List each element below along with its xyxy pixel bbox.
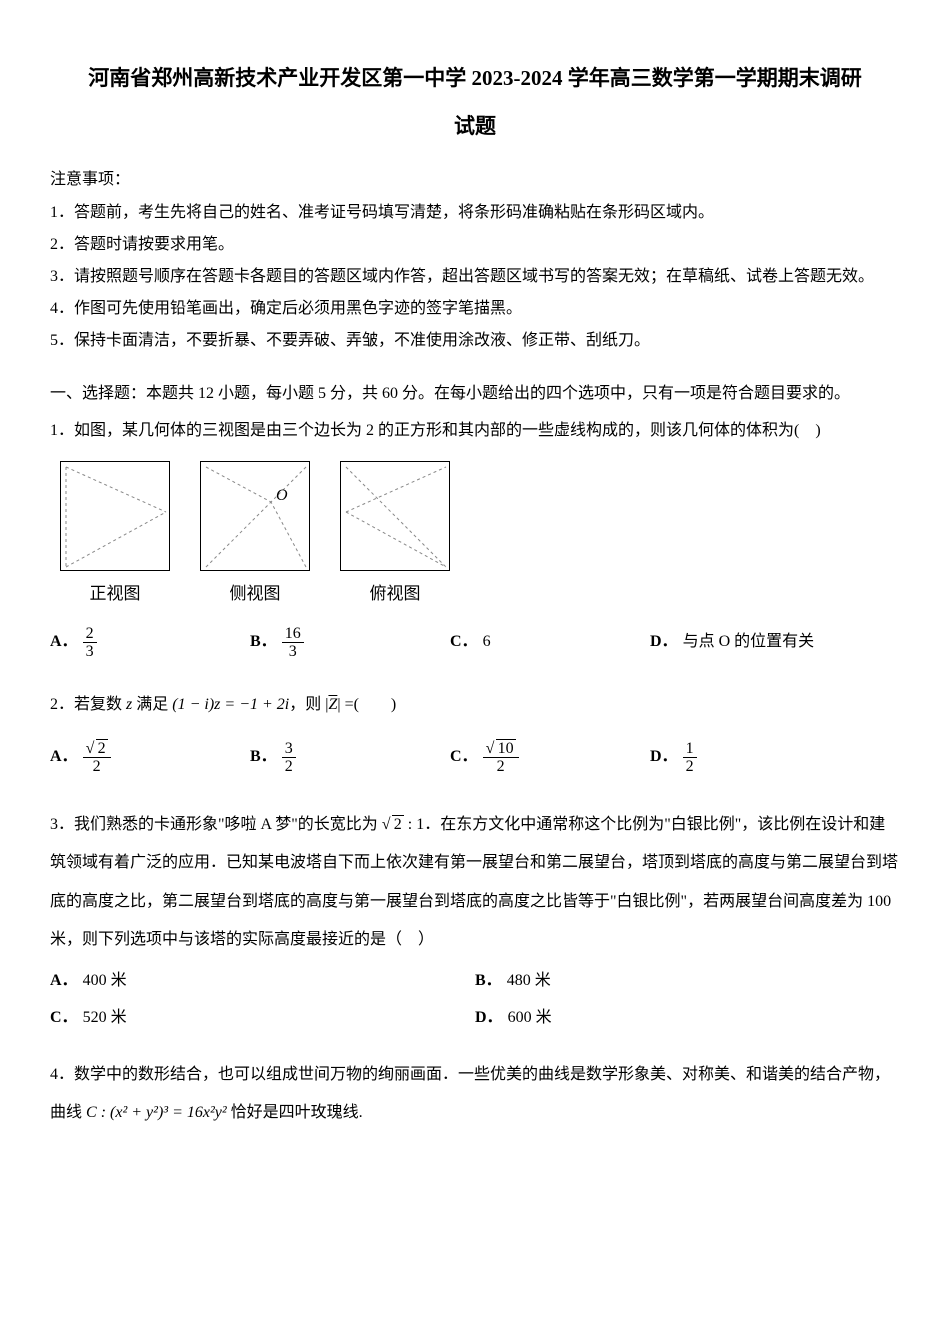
q2-c-frac: 10 2 [483, 740, 519, 776]
q1-option-c: C． 6 [450, 625, 650, 661]
top-view-label: 俯视图 [370, 579, 421, 610]
q2-a-frac: 2 2 [83, 740, 111, 776]
exam-title-line1: 河南省郑州高新技术产业开发区第一中学 2023-2024 学年高三数学第一学期期… [50, 60, 900, 98]
q1-option-b: B． 16 3 [250, 625, 450, 661]
question-2: 2．若复数 z 满足 (1 − i)z = −1 + 2i，则 |Z| =( )… [50, 691, 900, 776]
q2-a-label: A． [50, 743, 78, 772]
q2-text: 2．若复数 z 满足 (1 − i)z = −1 + 2i，则 |Z| =( ) [50, 691, 900, 720]
q2-equation: (1 − i)z = −1 + 2i [172, 696, 289, 713]
q1-a-frac: 2 3 [83, 625, 97, 661]
q1-d-label: D． [650, 628, 678, 657]
front-view-box [60, 461, 170, 571]
q3-c-value: 520 米 [83, 1004, 127, 1033]
q1-b-label: B． [250, 628, 277, 657]
q1-b-num: 16 [282, 625, 304, 644]
q2-mid2: ，则 [289, 696, 325, 713]
q2-c-label: C． [450, 743, 478, 772]
front-view-svg [61, 462, 171, 572]
q3-b-value: 480 米 [507, 967, 551, 996]
notice-item-4: 4．作图可先使用铅笔画出，确定后必须用黑色字迹的签字笔描黑。 [50, 295, 900, 324]
q1-b-frac: 16 3 [282, 625, 304, 661]
q1-options: A． 2 3 B． 16 3 C． 6 D． 与点 O 的位置有关 [50, 625, 900, 661]
q1-a-num: 2 [83, 625, 97, 644]
q1-a-den: 3 [83, 643, 97, 661]
q4-after: 恰好是四叶玫瑰线. [227, 1104, 363, 1121]
side-view-box: O [200, 461, 310, 571]
o-label: O [276, 487, 288, 504]
top-view-svg [341, 462, 451, 572]
q1-a-label: A． [50, 628, 78, 657]
q3-a-value: 400 米 [83, 967, 127, 996]
question-4: 4．数学中的数形结合，也可以组成世间万物的绚丽画面．一些优美的曲线是数学形象美、… [50, 1056, 900, 1133]
q1-d-value: 与点 O 的位置有关 [683, 628, 815, 657]
q2-d-num: 1 [683, 740, 697, 759]
top-view-box [340, 461, 450, 571]
q2-option-c: C． 10 2 [450, 740, 650, 776]
q2-c-num: 10 [483, 740, 519, 759]
side-view-svg: O [201, 462, 311, 572]
q3-text: 3．我们熟悉的卡通形象"哆啦 A 梦"的长宽比为 2 : 1．在东方文化中通常称… [50, 806, 900, 960]
q2-d-den: 2 [683, 758, 697, 776]
q4-text: 4．数学中的数形结合，也可以组成世间万物的绚丽画面．一些优美的曲线是数学形象美、… [50, 1056, 900, 1133]
q1-c-label: C． [450, 628, 478, 657]
front-view-item: 正视图 [60, 461, 170, 610]
q3-b-label: B． [475, 967, 502, 996]
front-view-label: 正视图 [90, 579, 141, 610]
top-view-item: 俯视图 [340, 461, 450, 610]
q1-option-a: A． 2 3 [50, 625, 250, 661]
q2-option-d: D． 1 2 [650, 740, 900, 776]
section-1-header: 一、选择题：本题共 12 小题，每小题 5 分，共 60 分。在每小题给出的四个… [50, 380, 900, 409]
q1-text: 1．如图，某几何体的三视图是由三个边长为 2 的正方形和其内部的一些虚线构成的，… [50, 417, 900, 446]
q3-ratio-after: : 1 [404, 816, 424, 833]
notice-header: 注意事项： [50, 166, 900, 195]
q3-options: A． 400 米 B． 480 米 C． 520 米 D． 600 米 [50, 967, 900, 1041]
side-view-label: 侧视图 [230, 579, 281, 610]
question-3: 3．我们熟悉的卡通形象"哆啦 A 梦"的长宽比为 2 : 1．在东方文化中通常称… [50, 806, 900, 1041]
q2-options: A． 2 2 B． 3 2 C． 10 2 D． 1 2 [50, 740, 900, 776]
q2-b-den: 2 [282, 758, 296, 776]
notice-item-3: 3．请按照题号顺序在答题卡各题目的答题区域内作答，超出答题区域书写的答案无效；在… [50, 263, 900, 292]
q2-d-frac: 1 2 [683, 740, 697, 776]
q2-zbar: Z [328, 696, 337, 713]
notice-item-2: 2．答题时请按要求用笔。 [50, 231, 900, 260]
q2-after: =( ) [341, 696, 397, 713]
exam-title-line2: 试题 [50, 108, 900, 146]
q3-a-label: A． [50, 967, 78, 996]
q2-before: 2．若复数 [50, 696, 126, 713]
q3-ratio-sqrt: 2 [392, 815, 404, 833]
q1-b-den: 3 [282, 643, 304, 661]
notice-item-1: 1．答题前，考生先将自己的姓名、准考证号码填写清楚，将条形码准确粘贴在条形码区域… [50, 199, 900, 228]
q3-option-d: D． 600 米 [475, 1004, 900, 1033]
side-view-item: O 侧视图 [200, 461, 310, 610]
notice-item-5: 5．保持卡面清洁，不要折暴、不要弄破、弄皱，不准使用涂改液、修正带、刮纸刀。 [50, 327, 900, 356]
q2-option-b: B． 3 2 [250, 740, 450, 776]
q2-c-den: 2 [483, 758, 519, 776]
q3-option-a: A． 400 米 [50, 967, 475, 996]
q3-option-c: C． 520 米 [50, 1004, 475, 1033]
q2-a-num: 2 [83, 740, 111, 759]
q2-a-den: 2 [83, 758, 111, 776]
q2-mid1: 满足 [132, 696, 172, 713]
q3-d-value: 600 米 [508, 1004, 552, 1033]
q3-before: 3．我们熟悉的卡通形象"哆啦 A 梦"的长宽比为 [50, 816, 382, 833]
q2-option-a: A． 2 2 [50, 740, 250, 776]
q2-d-label: D． [650, 743, 678, 772]
q1-c-value: 6 [483, 628, 491, 657]
q2-b-num: 3 [282, 740, 296, 759]
question-1: 1．如图，某几何体的三视图是由三个边长为 2 的正方形和其内部的一些虚线构成的，… [50, 417, 900, 661]
q2-b-frac: 3 2 [282, 740, 296, 776]
q4-curve-var: C [86, 1104, 97, 1121]
views-container: 正视图 O 侧视图 俯视图 [60, 461, 900, 610]
q3-c-label: C． [50, 1004, 78, 1033]
q1-option-d: D． 与点 O 的位置有关 [650, 625, 900, 661]
q3-option-b: B． 480 米 [475, 967, 900, 996]
q3-after: ．在东方文化中通常称这个比例为"白银比例"，该比例在设计和建筑领域有着广泛的应用… [50, 816, 898, 948]
q3-d-label: D． [475, 1004, 503, 1033]
q2-b-label: B． [250, 743, 277, 772]
q4-equation: : (x² + y²)³ = 16x²y² [97, 1104, 227, 1121]
